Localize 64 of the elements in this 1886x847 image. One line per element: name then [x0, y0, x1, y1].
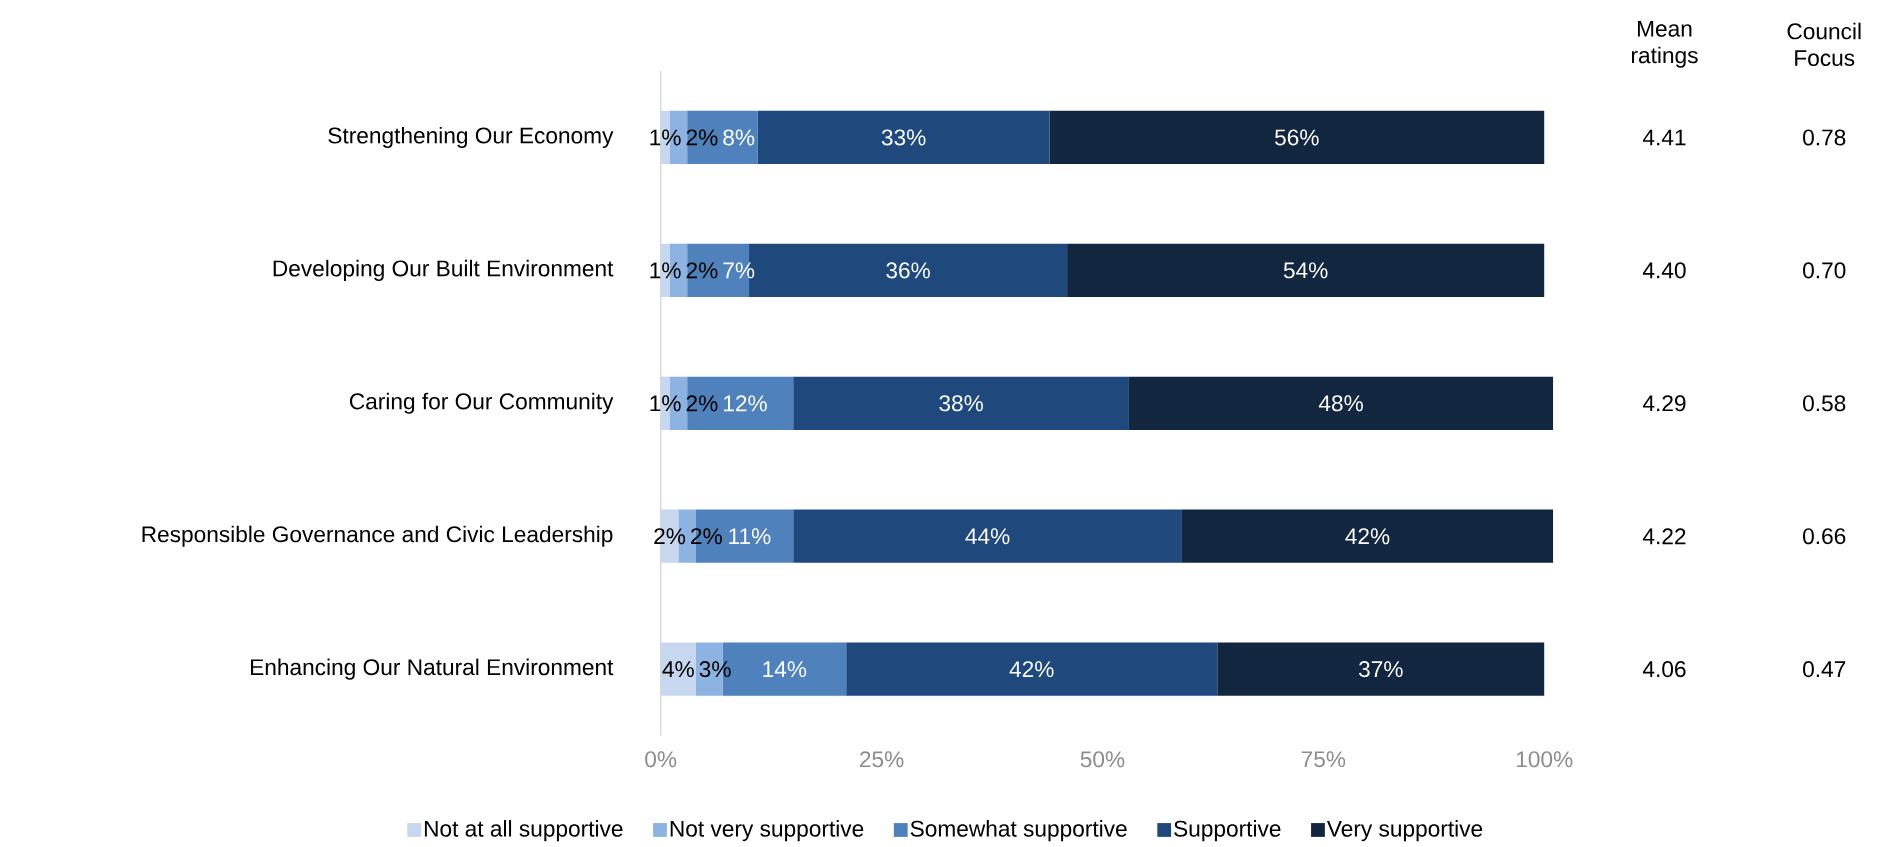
data-label: 2%: [654, 528, 686, 545]
bar: [757, 110, 1050, 165]
y-tick-label: Caring for Our Community: [349, 392, 614, 414]
data-label: 3%: [699, 661, 731, 678]
bar: [793, 509, 1182, 563]
x-tick-label: 25%: [860, 751, 904, 768]
legend-label: Supportive: [1174, 820, 1281, 842]
text: 4.41: [1642, 129, 1686, 146]
data-label: 1%: [650, 129, 681, 146]
data-label: 56%: [1275, 129, 1319, 146]
data-label: 2%: [686, 262, 718, 279]
text: Mean ratings: [1631, 20, 1698, 68]
bar: [793, 376, 1129, 430]
data-label: 33%: [881, 129, 926, 146]
bar: [1217, 642, 1545, 696]
bar: [846, 642, 1218, 696]
data-label: 11%: [729, 528, 771, 545]
data-label: 2%: [686, 395, 718, 412]
data-label: 7%: [723, 262, 755, 279]
text: 0.58: [1803, 395, 1846, 412]
data-label: 4%: [662, 661, 694, 678]
bar: [687, 110, 758, 165]
bar: [1128, 376, 1554, 430]
text: 0.70: [1803, 262, 1846, 279]
y-tick-label: Enhancing Our Natural Environment: [251, 658, 614, 680]
x-tick-label: 0%: [645, 751, 677, 768]
text: 4.22: [1642, 528, 1686, 545]
y-tick-label: Strengthening Our Economy: [328, 126, 614, 149]
data-label: 2%: [686, 129, 718, 146]
data-label: 38%: [939, 395, 984, 412]
data-label: 44%: [965, 528, 1010, 545]
data-label: 12%: [724, 395, 767, 412]
data-label: 1%: [650, 262, 681, 279]
x-tick-label: 50%: [1080, 751, 1125, 768]
data-label: 1%: [650, 395, 681, 412]
legend-label: Very supportive: [1326, 820, 1483, 842]
data-label: 48%: [1318, 395, 1363, 412]
text: 0.78: [1803, 129, 1846, 146]
text: 0.66: [1803, 528, 1846, 545]
data-label: 8%: [723, 129, 755, 146]
text: 4.40: [1642, 262, 1686, 279]
bar: [1049, 110, 1545, 165]
text: 4.29: [1642, 395, 1686, 412]
data-label: 37%: [1358, 661, 1403, 678]
bar: [1181, 509, 1554, 563]
y-tick-label: Responsible Governance and Civic Leadership: [142, 525, 613, 547]
bar: [687, 376, 794, 430]
text: 0.47: [1803, 661, 1846, 678]
x-tick-label: 75%: [1301, 751, 1346, 768]
legend-label: Not very supportive: [670, 820, 864, 842]
data-label: 36%: [886, 262, 930, 279]
data-label: 2%: [691, 528, 722, 545]
data-label: 42%: [1345, 528, 1390, 545]
data-label: 42%: [1009, 661, 1054, 678]
x-tick-label: 100%: [1516, 751, 1573, 768]
data-label: 54%: [1283, 262, 1328, 279]
text: Council Focus: [1787, 22, 1861, 66]
legend-label: Not at all supportive: [424, 820, 623, 842]
bar: [660, 642, 697, 696]
bar: [1067, 243, 1545, 297]
y-tick-label: Developing Our Built Environment: [273, 259, 614, 281]
text: 4.06: [1642, 661, 1686, 678]
legend-label: Somewhat supportive: [910, 820, 1127, 842]
data-label: 14%: [763, 661, 807, 678]
